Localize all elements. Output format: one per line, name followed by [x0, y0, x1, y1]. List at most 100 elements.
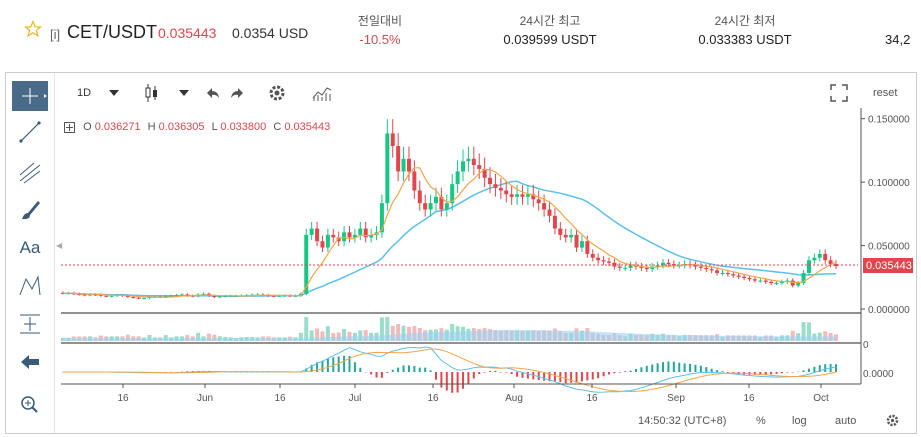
macd-histogram-bar	[413, 365, 416, 372]
back-tool[interactable]	[12, 347, 48, 377]
candle-body	[163, 296, 168, 298]
candle-body	[515, 194, 520, 197]
candle-body	[482, 168, 487, 178]
candle-body	[558, 228, 563, 235]
x-tick-label: 16	[274, 393, 286, 404]
volume-bar	[206, 333, 211, 341]
crosshair-tool[interactable]	[12, 81, 48, 111]
ohlc-l-label: L	[211, 121, 218, 133]
candle-body	[790, 280, 795, 286]
macd-histogram-bar	[548, 372, 551, 382]
indicators-icon[interactable]	[312, 84, 332, 102]
text-tool[interactable]: Aa	[12, 233, 48, 263]
macd-histogram-bar	[429, 370, 432, 372]
redo-icon[interactable]	[230, 85, 246, 101]
macd-histogram-bar	[326, 358, 329, 372]
macd-histogram-bar	[689, 363, 692, 372]
candle-body	[212, 295, 217, 298]
candle-body	[109, 295, 114, 297]
volume-bar	[125, 334, 130, 341]
star-icon[interactable]	[24, 20, 42, 38]
interval-select[interactable]: 1D	[77, 87, 92, 99]
drawing-toolbar: Aa	[6, 73, 55, 433]
candle-body	[406, 158, 411, 172]
ma-slow-path	[63, 180, 837, 297]
candle-body	[644, 267, 649, 270]
candle-body	[471, 158, 476, 166]
gear-icon[interactable]	[268, 84, 286, 102]
candle-body	[552, 215, 557, 229]
zoom-icon	[21, 396, 38, 413]
brush-icon	[22, 201, 40, 220]
x-tick-label: Jun	[197, 393, 213, 404]
brush-tool[interactable]	[12, 195, 48, 225]
macd-histogram-bar	[499, 372, 502, 373]
candle-body	[563, 234, 568, 238]
candle-body	[525, 194, 530, 197]
fullscreen-icon[interactable]	[830, 84, 848, 102]
settings-gear-icon[interactable]	[886, 414, 899, 427]
candle-body	[282, 295, 287, 297]
macd-zero-label: 0.0000	[863, 369, 894, 380]
macd-histogram-bar	[337, 356, 340, 372]
fib-tool[interactable]	[12, 157, 48, 187]
candle-body	[77, 293, 82, 295]
candle-body	[547, 209, 552, 216]
candle-body	[315, 228, 320, 242]
candle-body	[666, 262, 671, 265]
candle-body	[731, 274, 736, 276]
clock-timezone: (UTC+8)	[683, 415, 727, 427]
zoom-tool[interactable]	[12, 389, 48, 419]
candle-body	[385, 133, 390, 204]
expand-icon[interactable]	[64, 121, 75, 133]
low-label: 24시간 최저	[714, 14, 776, 28]
macd-histogram-bar	[489, 370, 492, 372]
log-toggle[interactable]: log	[792, 415, 807, 427]
macd-histogram-bar	[775, 372, 778, 374]
candle-body	[455, 171, 460, 185]
percent-toggle[interactable]: %	[756, 415, 766, 427]
low-stat: 24시간 최저 0.033383 USDT	[685, 12, 805, 50]
candle-body	[277, 295, 282, 297]
x-tick-label: 16	[586, 393, 598, 404]
macd-histogram-bar	[240, 372, 243, 373]
candle-body	[336, 237, 341, 242]
candle-body	[801, 272, 806, 284]
macd-histogram-bar	[759, 372, 762, 375]
chevron-down-icon[interactable]	[109, 90, 119, 96]
volume-bar	[396, 324, 401, 341]
volume-bar	[342, 328, 347, 341]
auto-toggle[interactable]: auto	[835, 415, 857, 427]
macd-histogram-bar	[386, 372, 389, 373]
macd-histogram-bar	[770, 372, 773, 375]
ma-fast-path	[63, 167, 837, 299]
chevron-down-icon[interactable]	[179, 90, 189, 96]
ohlc-l-value: 0.033800	[220, 121, 267, 133]
trendline-tool[interactable]	[12, 117, 48, 147]
pair-name: CET/USDT	[67, 22, 157, 42]
trendline-icon	[19, 121, 41, 143]
candle-body	[342, 232, 347, 242]
candle-body	[806, 260, 811, 273]
high-label: 24시간 최고	[519, 14, 581, 28]
pitchfork-icon	[19, 162, 41, 184]
macd-histogram-bar	[640, 367, 643, 372]
x-tick-label: Oct	[813, 393, 829, 404]
candle-body	[396, 146, 401, 172]
candle-body	[369, 234, 374, 238]
candle-body	[725, 272, 730, 275]
candle-body	[450, 184, 455, 204]
macd-histogram-bar	[699, 365, 702, 372]
pattern-tool[interactable]	[12, 271, 48, 301]
undo-icon[interactable]	[204, 85, 220, 101]
candle-body	[812, 257, 817, 261]
candle-body	[488, 177, 493, 185]
measure-tool[interactable]	[12, 309, 48, 339]
scroll-left-icon[interactable]: ◀	[56, 241, 63, 250]
macd-histogram-bar	[678, 362, 681, 372]
macd-histogram-bar	[629, 370, 632, 372]
reset-button[interactable]: reset	[873, 87, 898, 99]
candle-type-icon[interactable]	[144, 82, 160, 104]
candle-body	[628, 265, 633, 268]
